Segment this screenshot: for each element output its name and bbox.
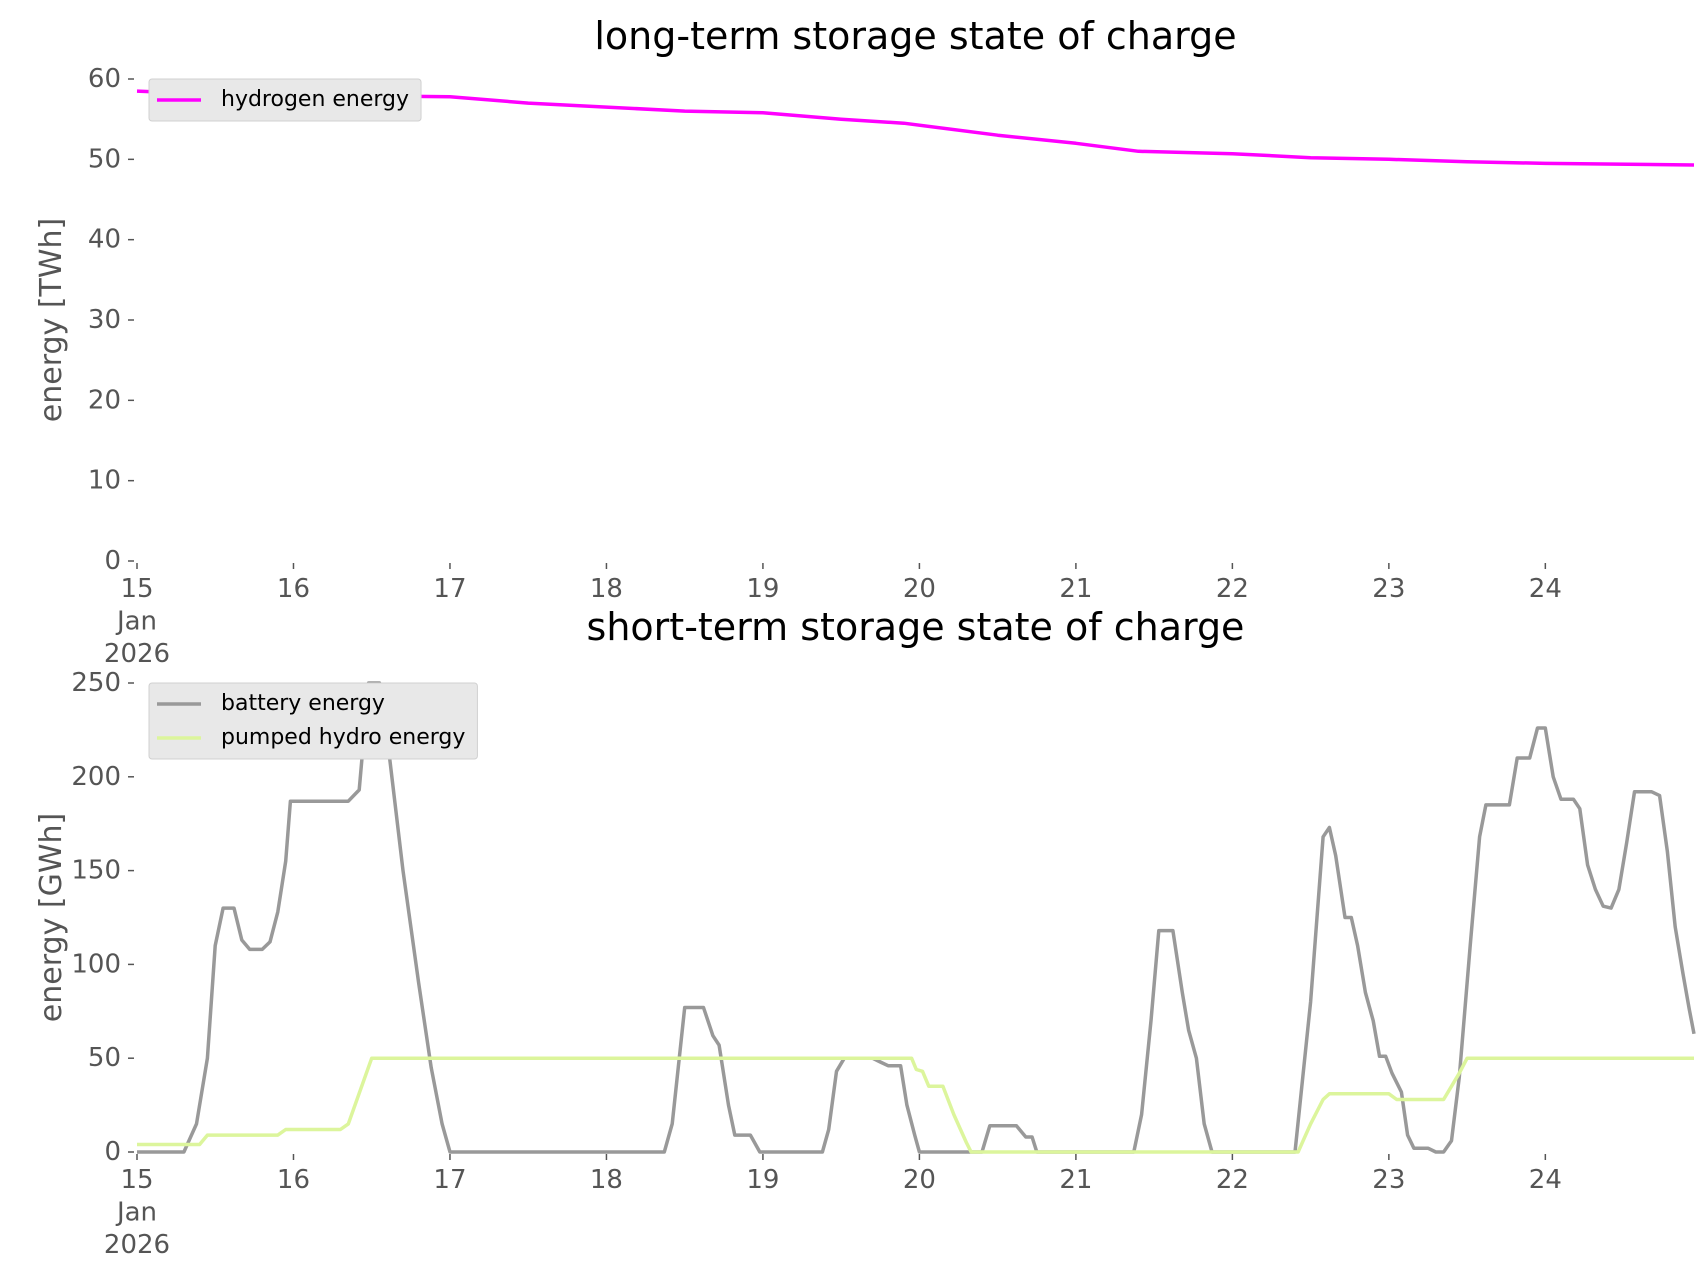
line-series — [137, 1056, 1694, 1154]
x-tick-label: 22 — [1216, 1165, 1249, 1195]
chart-title: long-term storage state of charge — [594, 14, 1236, 58]
y-tick-label: 10 — [88, 465, 121, 495]
legend-label: pumped hydro energy — [221, 725, 465, 750]
x-tick-label: 17 — [433, 574, 466, 604]
x-tick-label: 18 — [590, 574, 623, 604]
legend-box — [148, 78, 422, 122]
y-tick-label: 150 — [71, 855, 121, 885]
y-tick-label: 50 — [88, 144, 121, 174]
x-tick-label: 19 — [746, 1165, 779, 1195]
x-tick-label: 24 — [1529, 1165, 1562, 1195]
y-tick-label: 100 — [71, 949, 121, 979]
y-tick-label: 200 — [71, 761, 121, 791]
x-tick-label: 19 — [746, 574, 779, 604]
y-tick-label: 0 — [104, 1137, 121, 1167]
legend-label: hydrogen energy — [221, 87, 409, 112]
y-tick-label: 250 — [71, 668, 121, 698]
y-axis-label: energy [GWh] — [34, 813, 69, 1022]
chart-title: short-term storage state of charge — [587, 605, 1245, 649]
x-tick-label: 22 — [1216, 574, 1249, 604]
legend-label: battery energy — [221, 691, 385, 716]
y-axis-label: energy [TWh] — [34, 218, 69, 422]
y-tick-label: 40 — [88, 224, 121, 254]
x-tick-label: 18 — [590, 1165, 623, 1195]
x-tick-label: 15 Jan 2026 — [104, 1165, 170, 1260]
y-tick-label: 0 — [104, 546, 121, 576]
legend: battery energy pumped hydro energy — [148, 682, 478, 760]
x-tick-label: 23 — [1372, 1165, 1405, 1195]
x-tick-label: 17 — [433, 1165, 466, 1195]
y-tick-label: 30 — [88, 305, 121, 335]
x-tick-label: 15 Jan 2026 — [104, 574, 170, 669]
x-tick-label: 21 — [1059, 1165, 1092, 1195]
x-tick-label: 24 — [1529, 574, 1562, 604]
x-tick-label: 20 — [903, 1165, 936, 1195]
x-tick-label: 16 — [277, 574, 310, 604]
legend: hydrogen energy — [148, 78, 422, 122]
y-tick-label: 50 — [88, 1043, 121, 1073]
y-tick-label: 60 — [88, 64, 121, 94]
x-tick-label: 16 — [277, 1165, 310, 1195]
y-tick-label: 20 — [88, 385, 121, 415]
x-tick-label: 20 — [903, 574, 936, 604]
x-tick-label: 23 — [1372, 574, 1405, 604]
legend-box — [148, 682, 478, 760]
x-tick-label: 21 — [1059, 574, 1092, 604]
